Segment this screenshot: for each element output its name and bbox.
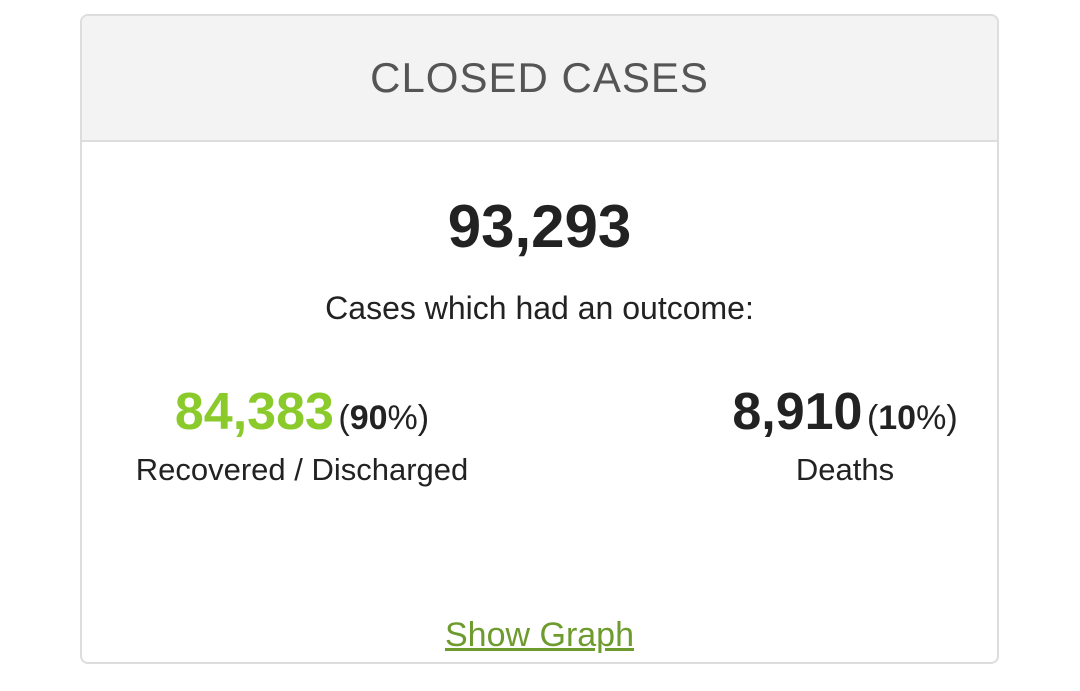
stat-percent: (90%) [338,399,430,437]
stat: 84,383 (90%) Recovered / Discharged [92,382,512,488]
stat-value: 84,383 [174,383,334,441]
title: CLOSED CASES [370,54,709,101]
subtitle: Cases which had an outcome: [325,290,754,326]
stat-label: Deaths [795,452,895,487]
stat-label: Recovered / Discharged [135,452,469,487]
total: 93,293 [447,193,632,260]
card-header: CLOSED CASES [82,16,997,142]
link-row: Show Graph [82,616,997,655]
stat: 8,910 (10%) Deaths [635,382,997,488]
stat-value: 8,910 [732,383,863,441]
card: CLOSED CASES 93,293 Cases which had an o… [80,14,999,664]
stat-percent: (10%) [866,399,958,437]
show-graph-link[interactable]: Show Graph [445,616,634,654]
